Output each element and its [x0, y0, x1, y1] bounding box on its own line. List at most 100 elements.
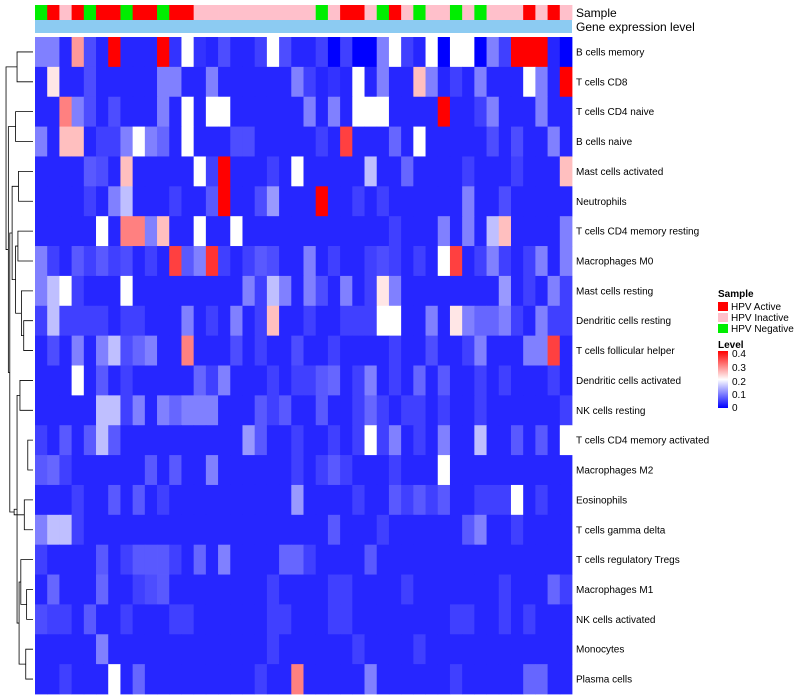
heatmap-cell — [523, 186, 536, 217]
heatmap-cell — [401, 275, 414, 307]
heatmap-cell — [242, 335, 256, 366]
heatmap-cell — [352, 66, 365, 98]
heatmap-cell — [279, 574, 292, 605]
heatmap-cell — [132, 514, 146, 546]
heatmap-cell — [254, 634, 268, 665]
heatmap-cell — [108, 156, 121, 187]
heatmap-cell — [535, 126, 548, 157]
heatmap-cell — [291, 216, 304, 247]
heatmap-cell — [413, 604, 426, 635]
heatmap-cell — [474, 574, 487, 605]
heatmap-cell — [291, 96, 304, 127]
heatmap-cell — [498, 604, 512, 635]
heatmap-cell — [303, 395, 317, 426]
heatmap-cell — [376, 634, 390, 665]
heatmap-cell — [303, 96, 317, 127]
sample-annotation-cell — [83, 5, 97, 20]
heatmap-cell — [83, 484, 97, 516]
heatmap-cell — [157, 574, 170, 605]
heatmap-cell — [327, 604, 341, 635]
heatmap-cell — [340, 365, 353, 396]
heatmap-cell — [230, 365, 243, 396]
heatmap-cell — [340, 305, 353, 337]
heatmap-cell — [303, 126, 317, 157]
level-tick-0.2: 0.2 — [732, 377, 746, 388]
heatmap-cell — [474, 66, 487, 98]
heatmap-cell — [266, 455, 280, 486]
legend-label-hpv-inactive: HPV Inactive — [731, 313, 789, 324]
heatmap-cell — [486, 425, 500, 456]
heatmap-cell — [388, 544, 402, 575]
sample-annotation-cell — [364, 5, 378, 20]
heatmap-cell — [193, 37, 207, 68]
heatmap-cell — [340, 156, 353, 187]
heatmap-cell — [315, 126, 329, 157]
heatmap-cell — [266, 156, 280, 187]
heatmap-cell — [279, 425, 292, 456]
heatmap-cell — [303, 664, 317, 695]
heatmap-cell — [315, 96, 329, 127]
heatmap-cell — [59, 66, 73, 98]
sample-annotation-cell — [218, 5, 231, 20]
heatmap-cell — [474, 604, 487, 635]
heatmap-cell — [401, 455, 414, 486]
heatmap-cell — [230, 425, 243, 456]
row-label: Macrophages M0 — [576, 256, 654, 267]
heatmap-cell — [291, 275, 304, 307]
heatmap-cell — [108, 96, 121, 127]
dendrogram-branch — [27, 439, 33, 471]
heatmap-cell — [425, 305, 439, 337]
heatmap-cell — [35, 544, 48, 575]
heatmap-cell — [388, 156, 402, 187]
heatmap-cell — [462, 305, 475, 337]
heatmap-cell — [364, 37, 378, 68]
heatmap-cell — [47, 664, 60, 695]
heatmap-cell — [230, 574, 243, 605]
sample-annotation-cell — [230, 5, 243, 20]
heatmap-cell — [120, 37, 134, 68]
heatmap-cell — [413, 305, 426, 337]
heatmap-cell — [96, 664, 109, 695]
heatmap-cell — [547, 216, 561, 247]
heatmap-cell — [279, 66, 292, 98]
heatmap-cell — [71, 156, 85, 187]
heatmap-cell — [120, 664, 134, 695]
heatmap-cell — [59, 544, 73, 575]
heatmap-cell — [315, 514, 329, 546]
row-label: B cells naive — [576, 137, 633, 148]
heatmap-cell — [120, 335, 134, 366]
heatmap-cell — [327, 305, 341, 337]
heatmap-cell — [266, 305, 280, 337]
heatmap-cell — [132, 96, 146, 127]
heatmap-cell — [242, 156, 256, 187]
heatmap-cell — [266, 66, 280, 98]
heatmap-cell — [474, 275, 487, 307]
heatmap-cell — [291, 126, 304, 157]
heatmap-cell — [547, 425, 561, 456]
heatmap-cell — [181, 246, 195, 277]
heatmap-cell — [242, 216, 256, 247]
heatmap-cell — [59, 484, 73, 516]
heatmap-cell — [181, 484, 195, 516]
heatmap-cell — [547, 37, 561, 68]
heatmap-cell — [144, 664, 158, 695]
heatmap-cell — [254, 455, 268, 486]
heatmap-cell — [157, 455, 170, 486]
heatmap-cell — [547, 335, 561, 366]
heatmap-cell — [535, 455, 548, 486]
heatmap-cell — [242, 514, 256, 546]
heatmap-cell — [523, 544, 536, 575]
heatmap-cell — [388, 425, 402, 456]
heatmap-cell — [401, 246, 414, 277]
heatmap-cell — [120, 275, 134, 307]
heatmap-cell — [47, 365, 60, 396]
heatmap-cell — [425, 246, 439, 277]
heatmap-cell — [376, 96, 390, 127]
heatmap-cell — [120, 365, 134, 396]
heatmap-cell — [71, 275, 85, 307]
heatmap-cell — [35, 395, 48, 426]
heatmap-cell — [157, 246, 170, 277]
heatmap-cell — [437, 305, 451, 337]
heatmap-cell — [169, 365, 182, 396]
heatmap-cell — [242, 37, 256, 68]
